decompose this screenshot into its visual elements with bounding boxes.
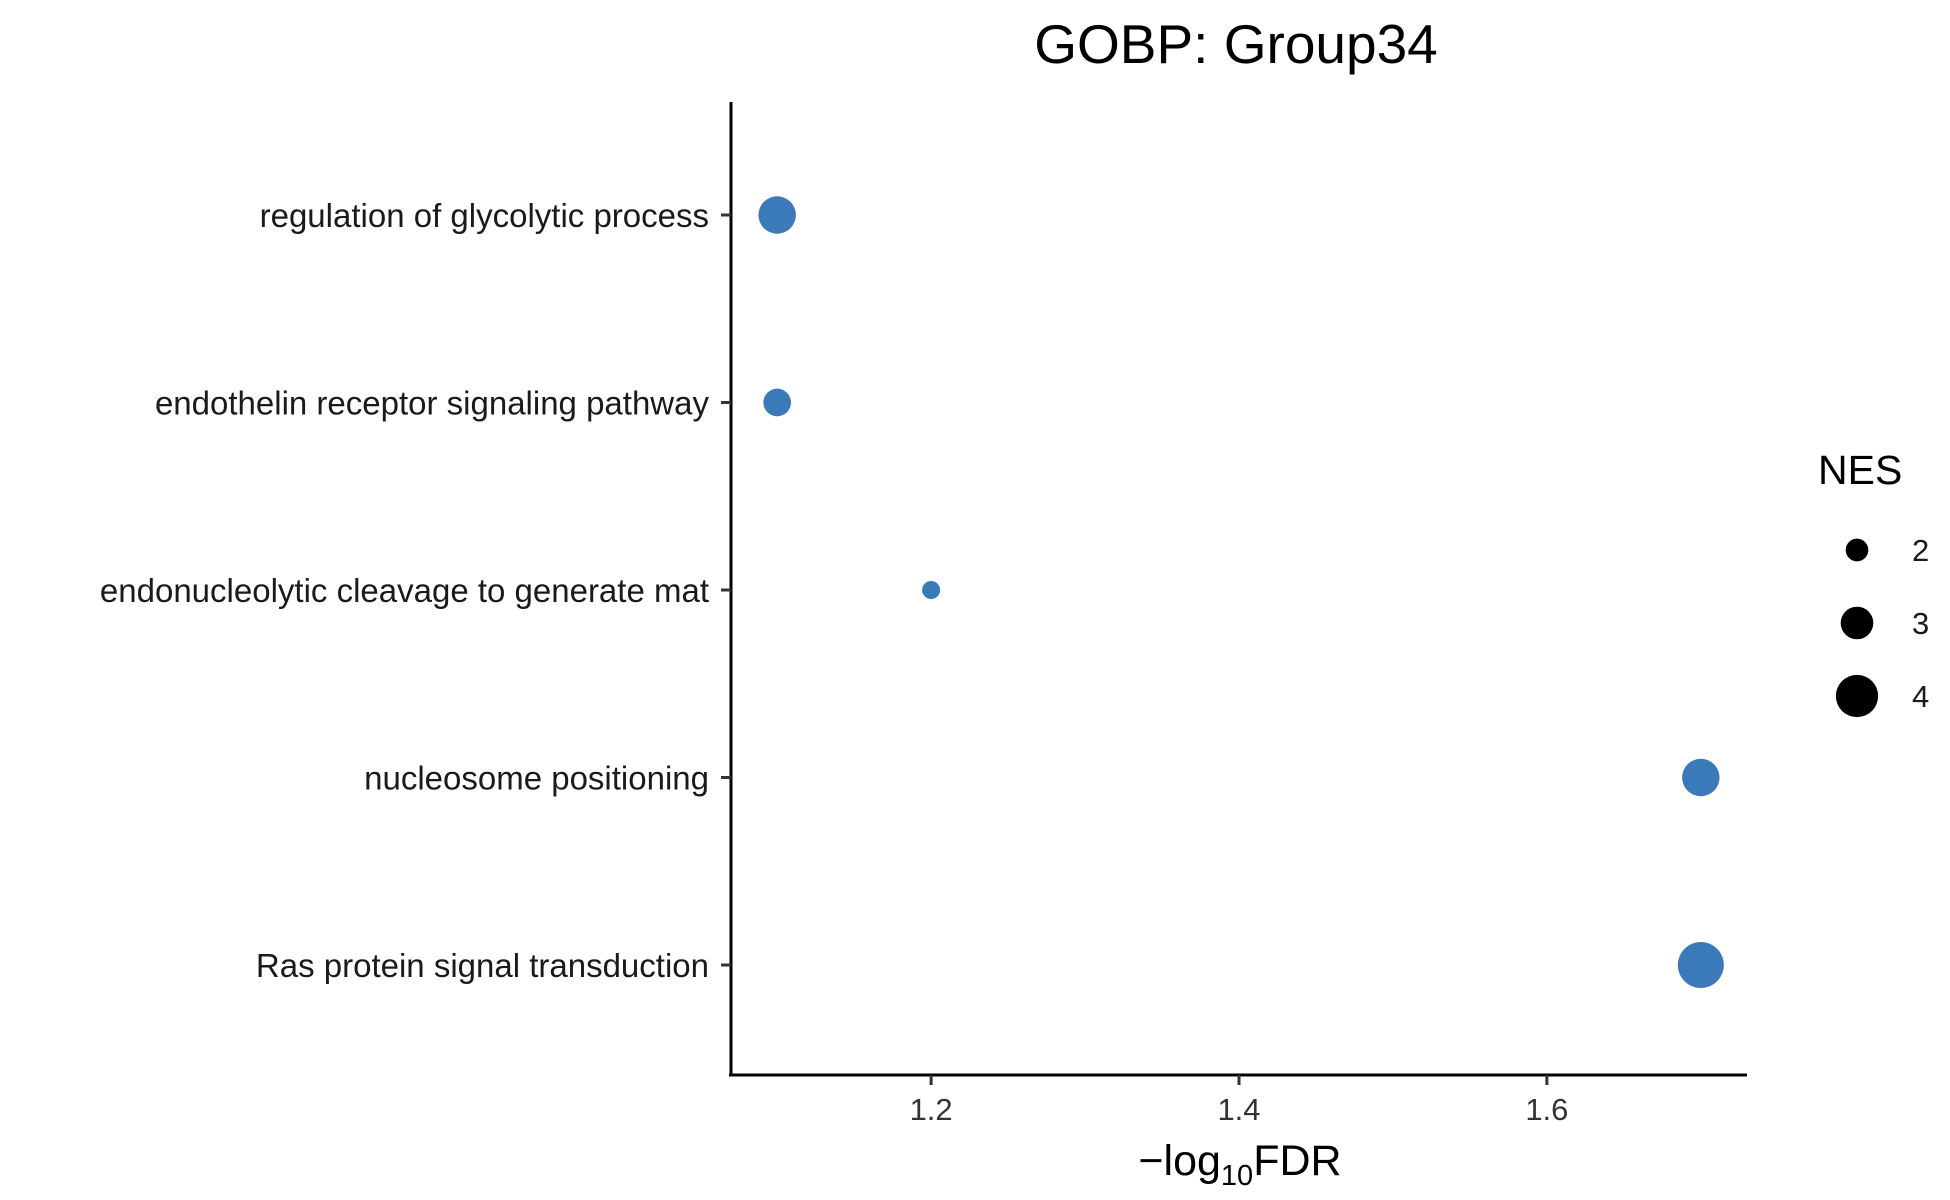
x-tick-label: 1.6 bbox=[1525, 1092, 1568, 1127]
y-axis-ticks: regulation of glycolytic process endothel… bbox=[100, 197, 731, 984]
plot-area bbox=[758, 196, 1724, 989]
legend-key-label: 2 bbox=[1912, 533, 1929, 568]
y-tick-label: endonucleolytic cleavage to generate mat bbox=[100, 572, 709, 609]
x-tick-label: 1.2 bbox=[910, 1092, 953, 1127]
x-tick-label: 1.4 bbox=[1217, 1092, 1260, 1127]
y-tick-label: endothelin receptor signaling pathway bbox=[155, 385, 710, 422]
legend-items: 2 3 4 bbox=[1835, 533, 1929, 718]
y-tick-label: regulation of glycolytic process bbox=[260, 197, 709, 234]
legend-key-circle bbox=[1835, 674, 1879, 718]
x-axis-label-prefix: −log bbox=[1138, 1137, 1221, 1185]
x-axis-label-suffix: FDR bbox=[1253, 1137, 1341, 1185]
x-axis-label-subscript: 10 bbox=[1221, 1160, 1253, 1192]
legend-key-circle bbox=[1845, 538, 1869, 562]
x-axis-ticks: 1.2 1.4 1.6 bbox=[910, 1075, 1568, 1127]
data-point bbox=[758, 196, 796, 234]
y-tick-label: nucleosome positioning bbox=[364, 760, 709, 797]
x-axis-label: −log10FDR bbox=[1138, 1137, 1341, 1192]
data-point bbox=[922, 581, 941, 599]
size-legend: NES 2 3 4 bbox=[1818, 447, 1929, 718]
data-point bbox=[1677, 941, 1724, 989]
legend-title: NES bbox=[1818, 447, 1902, 493]
data-point bbox=[763, 388, 792, 417]
data-point bbox=[1682, 758, 1720, 797]
y-tick-label: Ras protein signal transduction bbox=[256, 947, 709, 984]
legend-key-circle bbox=[1840, 606, 1874, 640]
chart-title: GOBP: Group34 bbox=[1034, 13, 1438, 75]
legend-key-label: 4 bbox=[1912, 679, 1929, 714]
legend-key-label: 3 bbox=[1912, 606, 1929, 641]
